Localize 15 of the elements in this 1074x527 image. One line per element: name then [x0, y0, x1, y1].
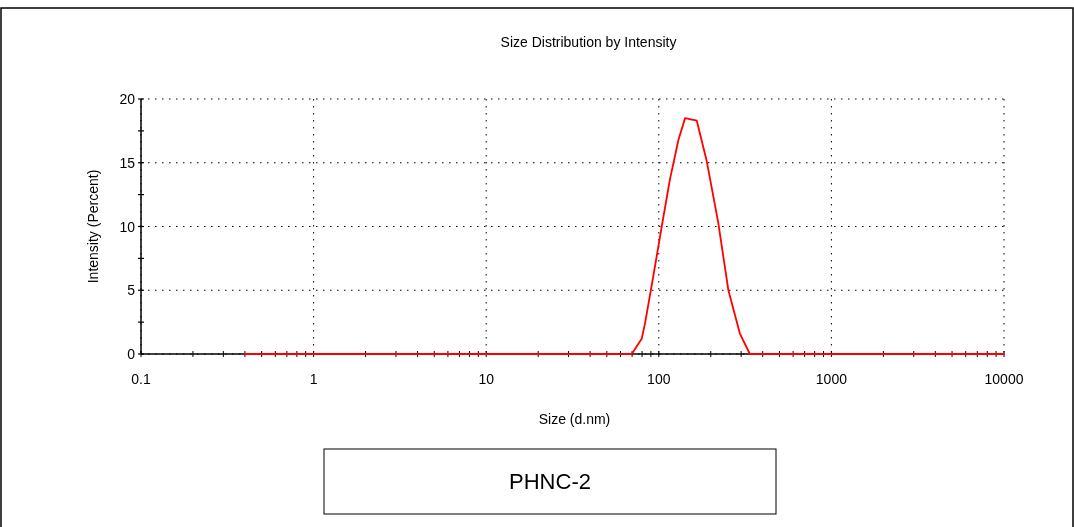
- text: PHNC-2: [509, 469, 591, 494]
- chart-title: Size Distribution by Intensity: [500, 34, 677, 50]
- y-tick-label: 0: [127, 346, 136, 362]
- x-tick-label: 100: [647, 371, 671, 387]
- x-tick-label: 1000: [815, 371, 848, 387]
- y-tick-label: 5: [127, 282, 136, 299]
- y-axis-title: Intensity (Percent): [85, 169, 101, 284]
- x-tick-label: 10: [478, 371, 495, 387]
- x-tick-label: 10000: [984, 371, 1024, 387]
- y-tick-label: 15: [119, 154, 136, 171]
- x-tick-label: 1: [309, 371, 318, 387]
- x-axis-title: Size (d.nm): [538, 411, 611, 427]
- y-tick-label: 20: [119, 91, 136, 107]
- y-tick-label: 10: [119, 218, 136, 235]
- x-tick-label: 0.1: [131, 371, 151, 387]
